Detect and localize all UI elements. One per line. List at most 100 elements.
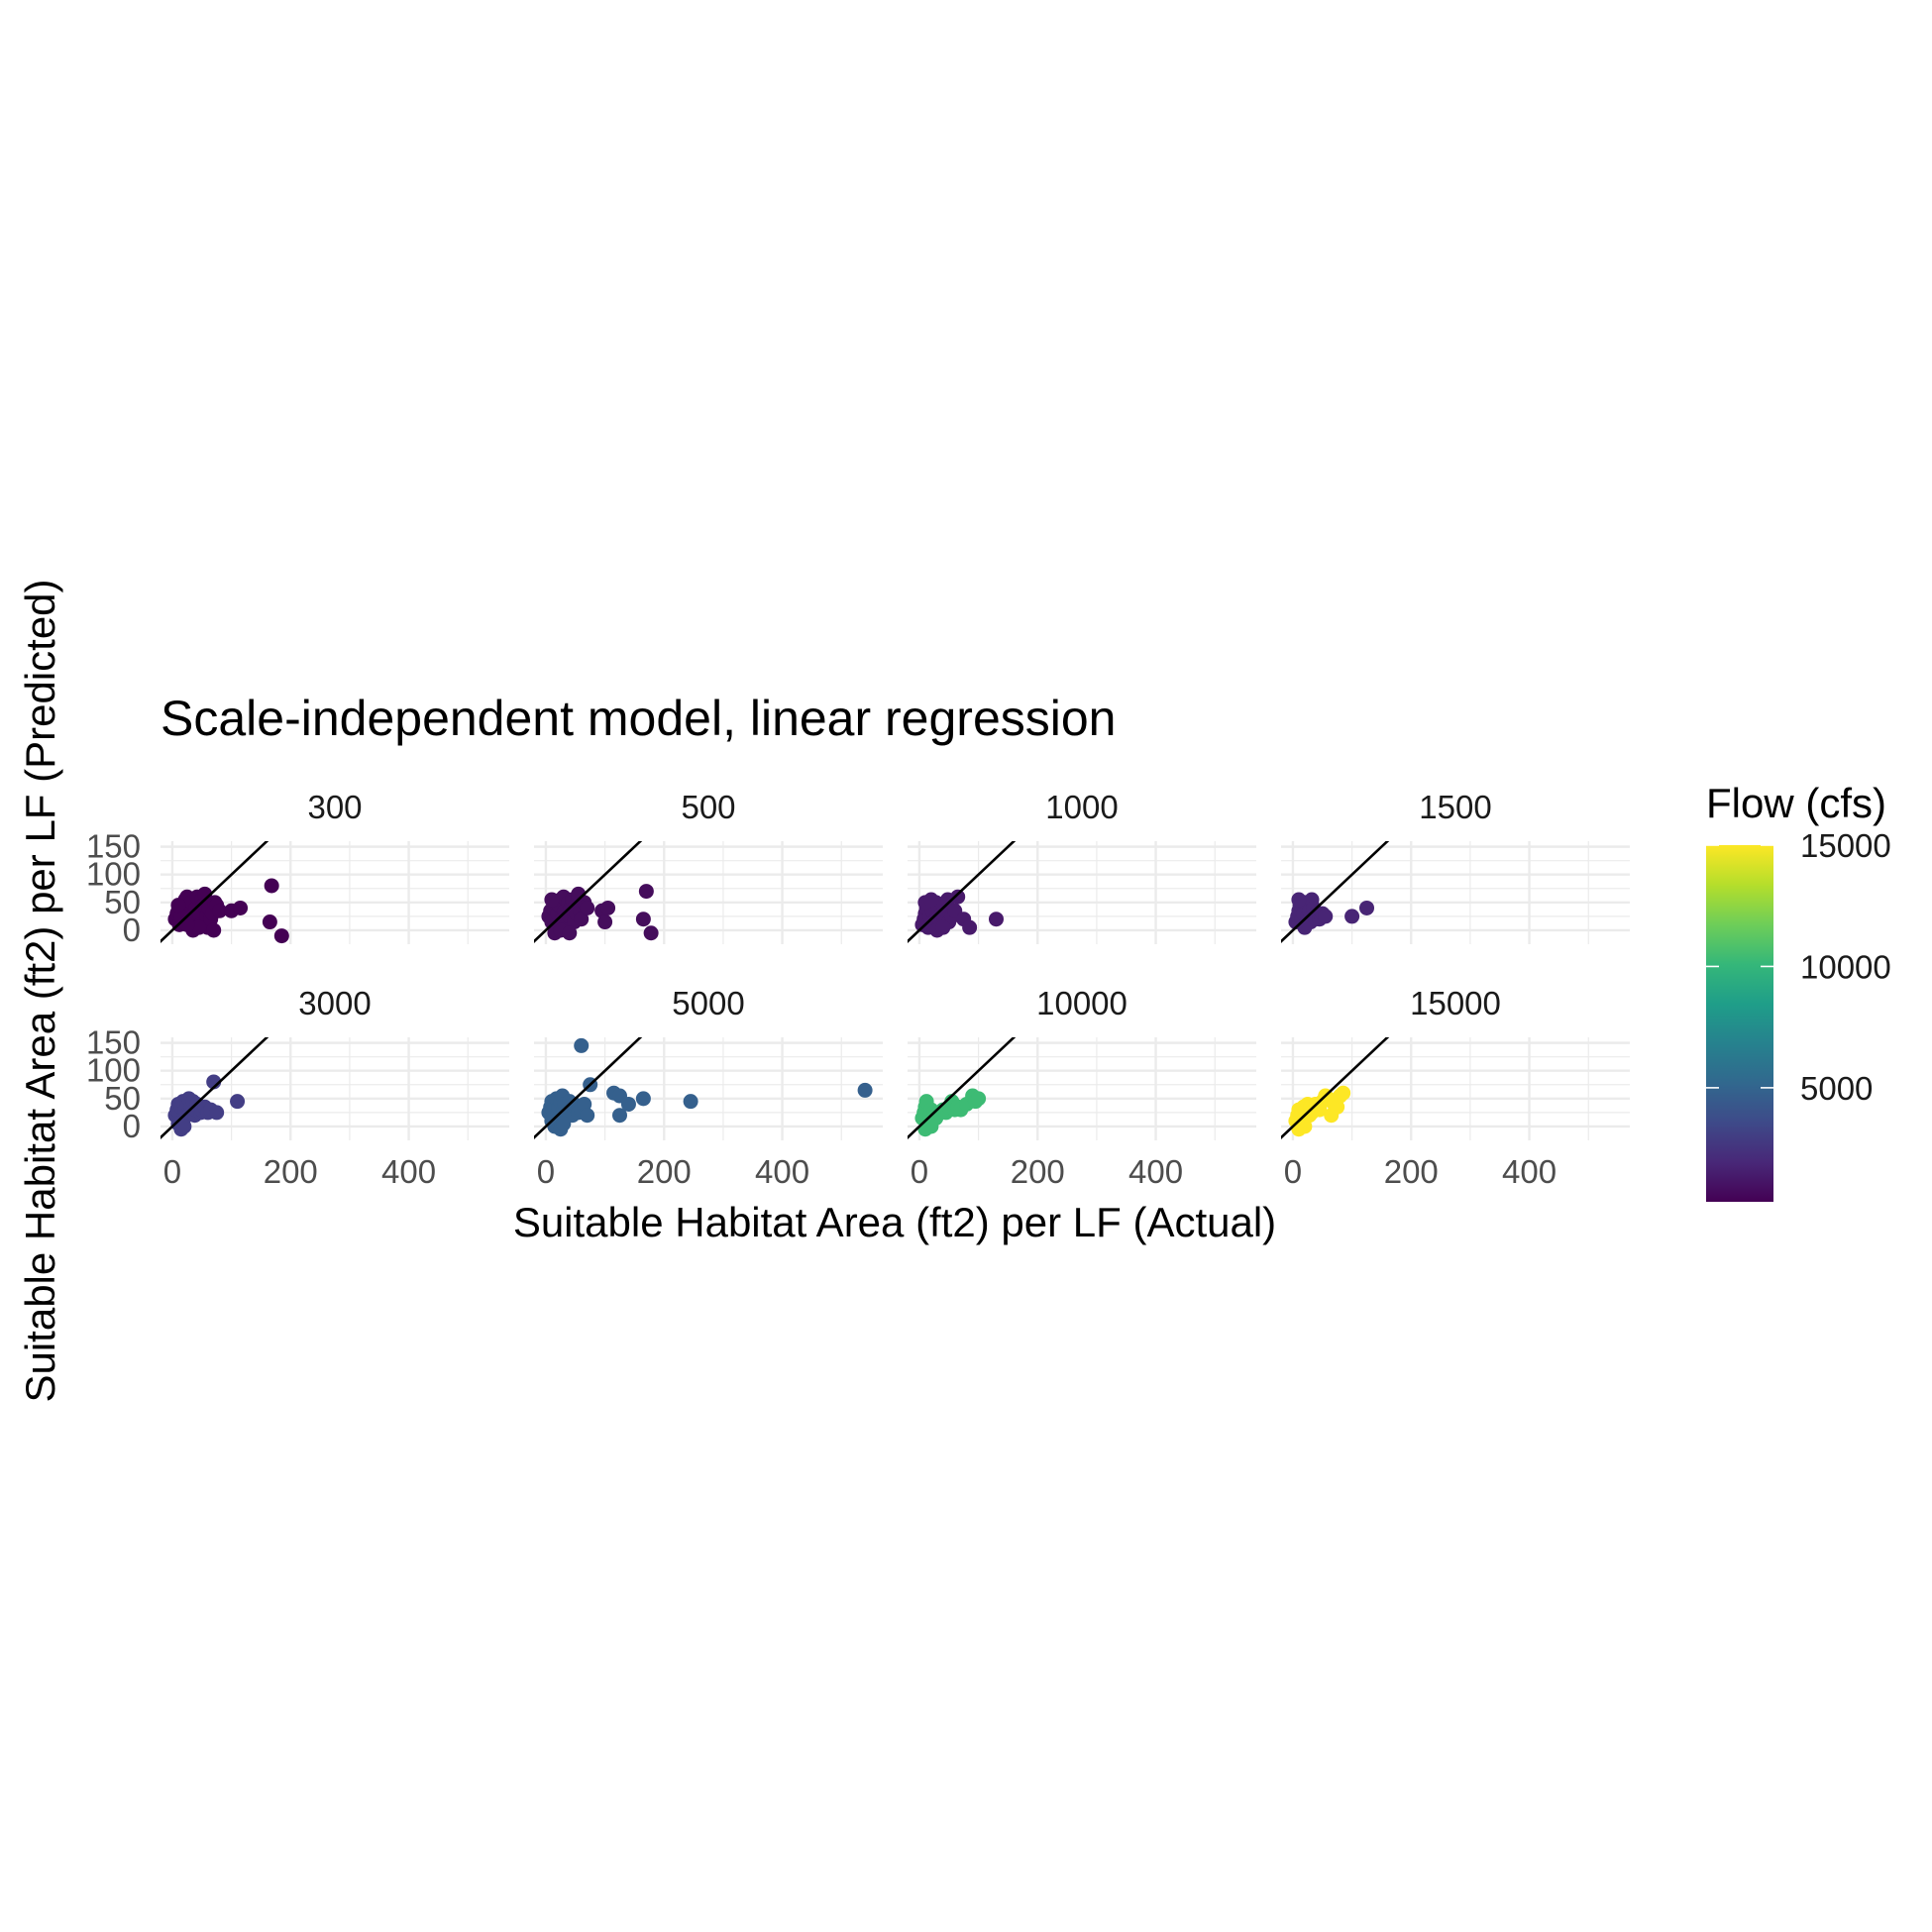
scatter-points xyxy=(1288,1085,1351,1137)
scatter-point xyxy=(597,914,613,930)
legend-title: Flow (cfs) xyxy=(1706,780,1886,826)
scatter-point xyxy=(923,892,939,908)
scatter-point xyxy=(170,898,186,913)
facet-panel-15000: 15000 0 200 400 xyxy=(1281,985,1630,1190)
flow-legend: Flow (cfs) 5000 10000 15000 xyxy=(1706,780,1891,1202)
x-tick-label: 200 xyxy=(1011,1153,1065,1190)
x-tick-label: 0 xyxy=(911,1153,928,1190)
x-tick-label: 200 xyxy=(1384,1153,1439,1190)
legend-colorbar xyxy=(1706,845,1773,1202)
chart-title: Scale-independent model, linear regressi… xyxy=(161,691,1116,746)
x-tick-label: 0 xyxy=(163,1153,181,1190)
scatter-point xyxy=(191,919,207,935)
x-tick-label: 400 xyxy=(1128,1153,1183,1190)
facet-panel-1000: 1000 xyxy=(908,789,1256,944)
scatter-point xyxy=(600,900,616,915)
scatter-point xyxy=(1291,892,1307,908)
scatter-point xyxy=(176,1119,192,1134)
scatter-point xyxy=(1297,1119,1313,1134)
reference-line xyxy=(161,841,269,943)
facet-strip-label: 15000 xyxy=(1410,985,1501,1021)
scatter-point xyxy=(643,925,659,941)
scatter-point xyxy=(971,1091,987,1107)
facet-strip-label: 500 xyxy=(681,789,735,825)
facet-strip-label: 1500 xyxy=(1419,789,1491,825)
scatter-points xyxy=(541,1037,873,1137)
scatter-point xyxy=(635,912,651,927)
legend-tick-label: 5000 xyxy=(1800,1070,1873,1107)
scatter-points xyxy=(167,878,289,944)
x-tick-label: 400 xyxy=(1502,1153,1556,1190)
scatter-point xyxy=(1336,1085,1351,1101)
scatter-point xyxy=(1344,909,1360,924)
scatter-point xyxy=(580,900,595,915)
legend-tick-label: 10000 xyxy=(1800,948,1891,985)
scatter-point xyxy=(544,892,560,908)
facet-panel-5000: 5000 0 200 400 xyxy=(534,985,883,1190)
x-tick-label: 200 xyxy=(264,1153,318,1190)
gridlines xyxy=(1281,841,1630,944)
scatter-point xyxy=(950,889,966,905)
y-tick-label: 50 xyxy=(104,884,141,920)
scatter-point xyxy=(1318,909,1334,924)
y-tick-label: 150 xyxy=(86,1024,141,1061)
reference-line xyxy=(1281,1037,1390,1139)
scatter-point xyxy=(264,878,279,894)
x-tick-label: 400 xyxy=(381,1153,436,1190)
scatter-point xyxy=(635,1091,651,1107)
scatter-point xyxy=(209,1105,225,1121)
x-tick-label: 0 xyxy=(537,1153,555,1190)
scatter-point xyxy=(638,884,654,900)
x-tick-label: 400 xyxy=(755,1153,809,1190)
reference-line xyxy=(161,1037,269,1139)
y-tick-label: 100 xyxy=(86,856,141,893)
y-tick-label: 100 xyxy=(86,1052,141,1089)
legend-ticks: 5000 10000 15000 xyxy=(1706,827,1891,1107)
facet-panel-10000: 10000 0 200 400 xyxy=(908,985,1256,1190)
scatter-point xyxy=(556,1116,572,1131)
scatter-point xyxy=(577,1096,592,1112)
scatter-point xyxy=(230,1094,246,1110)
facet-strip-label: 10000 xyxy=(1036,985,1127,1021)
scatter-points xyxy=(1288,892,1375,935)
facet-panel-500: 500 xyxy=(534,789,883,944)
scatter-point xyxy=(562,925,578,941)
y-tick-label: 150 xyxy=(86,828,141,865)
y-tick-label: 50 xyxy=(104,1080,141,1117)
scatter-point xyxy=(935,919,951,935)
scatter-point xyxy=(206,922,222,938)
facet-strip-label: 300 xyxy=(307,789,362,825)
reference-line xyxy=(534,1037,643,1139)
gridlines xyxy=(1281,1037,1630,1140)
y-tick-label: 0 xyxy=(123,912,141,948)
scatter-point xyxy=(233,900,249,915)
scatter-point xyxy=(273,928,289,944)
scatter-point xyxy=(262,914,277,930)
x-tick-label: 200 xyxy=(637,1153,692,1190)
scatter-point xyxy=(620,1096,636,1112)
scatter-point xyxy=(857,1082,873,1098)
scatter-point xyxy=(574,1037,590,1053)
reference-line xyxy=(908,1037,1017,1139)
reference-line xyxy=(534,841,643,943)
scatter-point xyxy=(1359,900,1375,915)
facet-panel-1500: 1500 xyxy=(1281,789,1630,944)
scatter-point xyxy=(1330,1099,1345,1115)
x-axis-title: Suitable Habitat Area (ft2) per LF (Actu… xyxy=(513,1199,1276,1245)
y-tick-label: 0 xyxy=(123,1108,141,1144)
facet-strip-label: 3000 xyxy=(298,985,371,1021)
scatter-point xyxy=(580,1108,595,1124)
gridlines xyxy=(161,1037,509,1140)
scatter-point xyxy=(923,1119,939,1134)
scatter-point xyxy=(988,912,1004,927)
scatter-points xyxy=(541,884,659,941)
scatter-point xyxy=(612,1108,628,1124)
reference-line xyxy=(1281,841,1390,943)
reference-line xyxy=(908,841,1017,943)
x-tick-label: 0 xyxy=(1284,1153,1302,1190)
scatter-point xyxy=(574,912,590,927)
